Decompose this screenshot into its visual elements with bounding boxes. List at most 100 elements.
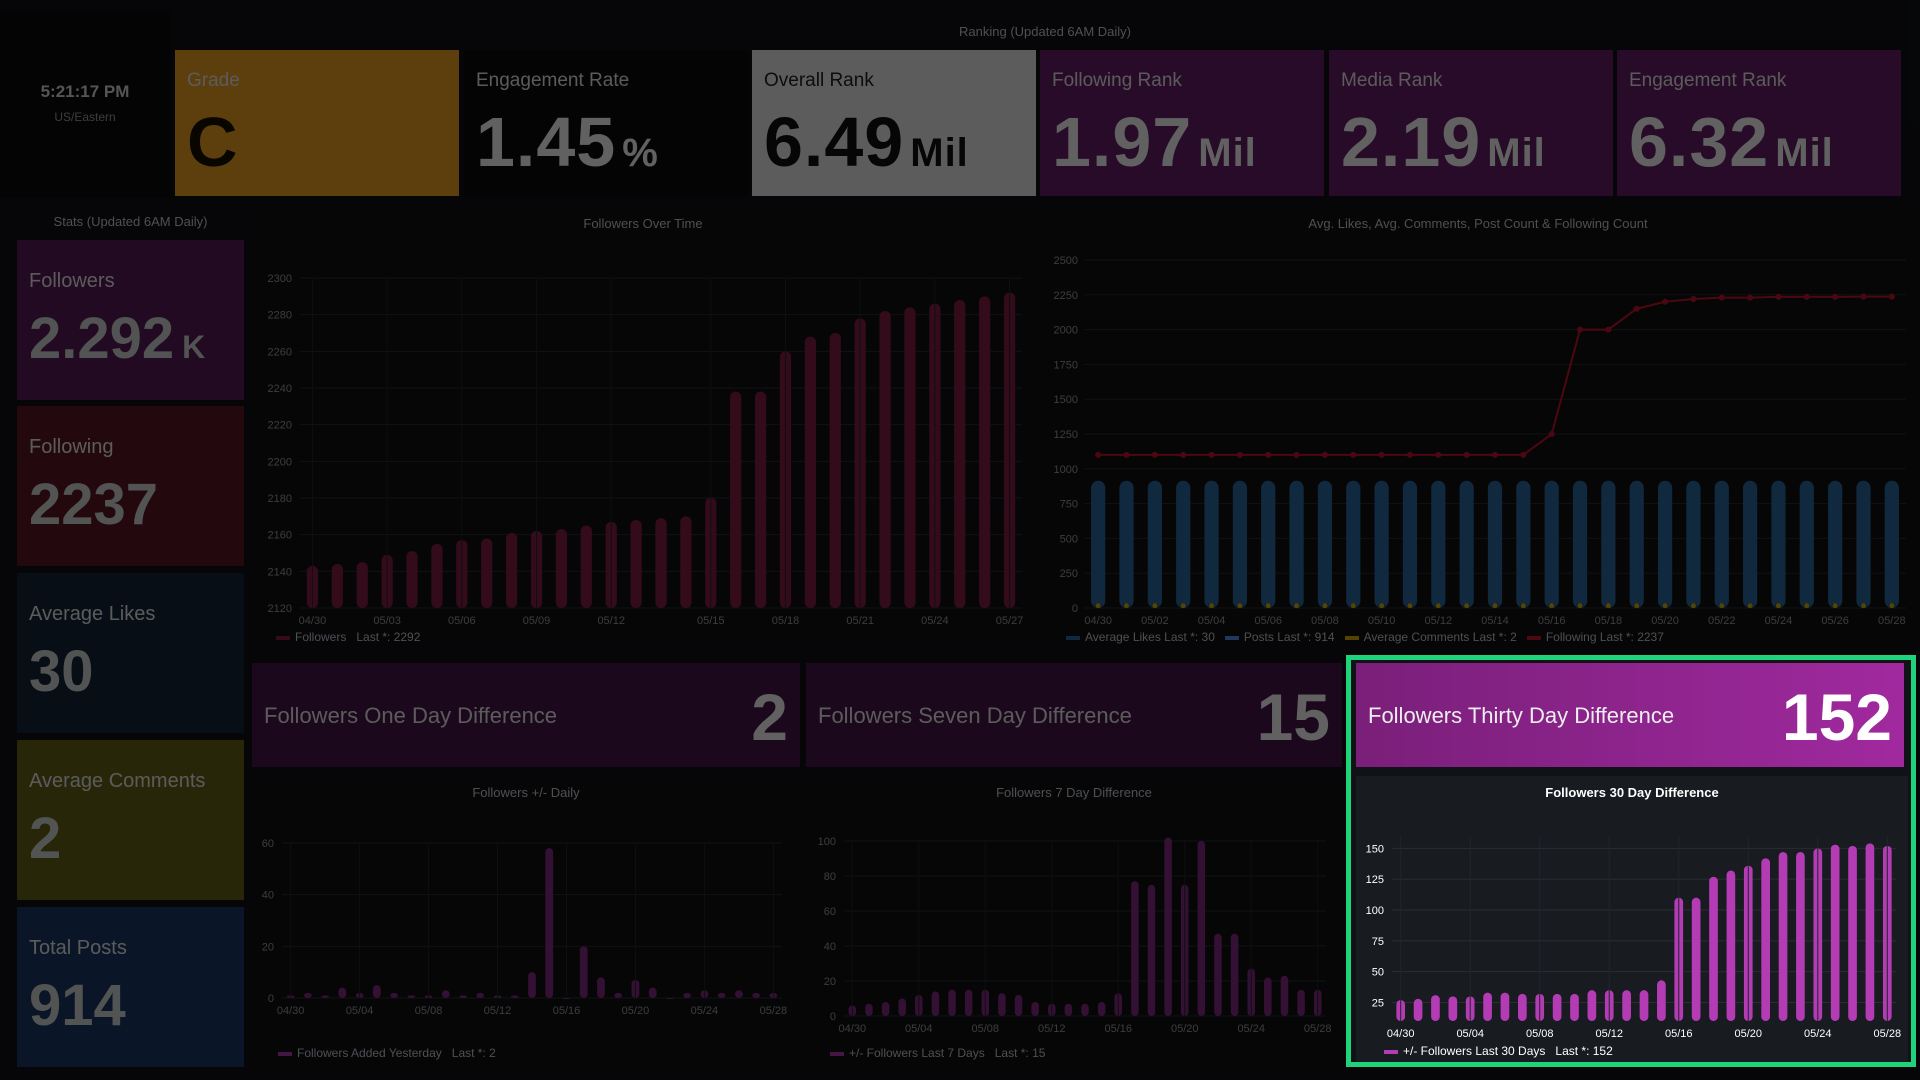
bar-posts <box>1204 480 1219 608</box>
rank-value: 2.19 Mil <box>1341 103 1546 181</box>
bar <box>752 992 761 998</box>
bar <box>1264 977 1272 1016</box>
point-avg-comments <box>1209 603 1215 609</box>
bar <box>898 998 906 1016</box>
bar <box>338 987 347 998</box>
y-tick-label: 2140 <box>268 566 292 578</box>
x-tick-label: 05/24 <box>921 615 949 627</box>
point-avg-comments <box>1124 603 1130 609</box>
point-avg-comments <box>1464 603 1470 609</box>
stats-title: Stats (Updated 6AM Daily) <box>53 214 208 229</box>
stat-value: 2.292 K <box>29 306 206 371</box>
stat-label: Average Likes <box>29 603 156 625</box>
x-tick-label: 05/08 <box>972 1023 1000 1035</box>
bar-posts <box>1828 480 1843 608</box>
y-tick-label: 40 <box>262 890 274 902</box>
rank-unit: % <box>622 131 659 175</box>
bar <box>510 995 519 998</box>
y-tick-label: 1750 <box>1054 359 1078 371</box>
followers-over-time-legend[interactable]: Followers Last *: 2292 <box>276 630 420 644</box>
x-tick-label: 04/30 <box>839 1023 867 1035</box>
point-following <box>1208 451 1215 458</box>
legend-avg-likes: Average Likes <box>1085 630 1161 644</box>
bar-posts <box>1629 480 1644 608</box>
ranking-title: Ranking (Updated 6AM Daily) <box>959 24 1131 39</box>
bar-posts <box>1176 480 1191 608</box>
bar <box>614 992 623 998</box>
point-following <box>1577 326 1584 333</box>
bar <box>717 992 726 998</box>
x-tick-label: 05/24 <box>1765 615 1793 627</box>
rank-unit: Mil <box>1487 131 1546 175</box>
y-tick-label: 2160 <box>268 530 292 542</box>
stat-label: Followers <box>29 270 115 292</box>
bar <box>356 562 368 608</box>
stat-tile-average-comments: Average Comments 2 <box>17 740 244 900</box>
x-tick-label: 05/28 <box>1878 615 1906 627</box>
point-following <box>1463 451 1470 458</box>
y-tick-label: 250 <box>1060 568 1078 580</box>
bar <box>1848 845 1857 1021</box>
y-tick-label: 0 <box>268 993 274 1005</box>
bar <box>1778 852 1788 1021</box>
bar <box>954 300 966 608</box>
stat-value: 914 <box>29 973 126 1038</box>
point-following <box>1378 451 1385 458</box>
followers-over-time-chart: 2120 2140 2160 2180 2200 2220 2240 2260 2280 2300… <box>268 273 1024 627</box>
bar <box>1587 990 1597 1021</box>
x-tick-label: 05/28 <box>760 1005 788 1017</box>
avg-likes-chart-legend[interactable]: Average Likes Last *: 30 Posts Last *: 9… <box>1066 630 1664 644</box>
bar <box>1131 881 1139 1016</box>
rank-unit: Mil <box>1198 131 1257 175</box>
followers-30day-legend[interactable]: +/- Followers Last 30 Days Last *: 152 <box>1384 1044 1613 1058</box>
bar <box>1518 993 1527 1021</box>
bar-posts <box>1686 480 1701 608</box>
x-tick-label: 05/22 <box>1708 615 1736 627</box>
point-following <box>1293 451 1300 458</box>
followers-30day-title: Followers 30 Day Difference <box>1545 785 1719 800</box>
bar-posts <box>1884 480 1899 608</box>
bar <box>390 992 398 998</box>
x-tick-label: 05/27 <box>996 615 1024 627</box>
x-tick-label: 05/21 <box>846 615 874 627</box>
bar <box>1097 1002 1106 1016</box>
stat-tile-followers: Followers 2.292 K <box>17 240 244 400</box>
bar <box>579 946 588 998</box>
bar <box>1657 980 1666 1021</box>
point-following <box>1548 431 1555 437</box>
bar-posts <box>1147 480 1162 608</box>
y-tick-label: 20 <box>824 976 836 988</box>
point-avg-comments <box>1435 603 1441 609</box>
point-avg-comments <box>1549 603 1555 609</box>
point-following <box>1321 451 1328 458</box>
y-tick-label: 150 <box>1366 843 1384 855</box>
bar-posts <box>1572 480 1588 608</box>
x-tick-label: 05/24 <box>1804 1028 1832 1040</box>
rank-tile-2: Overall Rank 6.49 Mil <box>752 50 1036 196</box>
legend-following: Following <box>1545 630 1597 644</box>
x-tick-label: 05/12 <box>1595 1028 1623 1040</box>
rank-unit: Mil <box>910 131 969 175</box>
diff-value: 2 <box>751 680 788 754</box>
bar <box>1297 989 1305 1016</box>
point-avg-comments <box>1350 603 1356 609</box>
y-tick-label: 2120 <box>268 603 292 615</box>
bar <box>1483 992 1492 1021</box>
bar <box>655 518 667 608</box>
bar <box>1164 837 1172 1016</box>
diff-label: Followers Thirty Day Difference <box>1368 703 1675 728</box>
followers-daily-legend[interactable]: Followers Added Yesterday Last *: 2 <box>278 1046 496 1060</box>
x-tick-label: 05/12 <box>484 1005 512 1017</box>
bar-posts <box>1856 480 1871 608</box>
diff-tile-2: Followers Thirty Day Difference 152 <box>1356 663 1904 767</box>
bar <box>1197 841 1206 1016</box>
bar <box>735 990 743 998</box>
diff-label: Followers Seven Day Difference <box>818 703 1132 728</box>
x-tick-label: 05/16 <box>1104 1023 1132 1035</box>
bar <box>804 336 816 608</box>
bar-posts <box>1743 480 1758 608</box>
x-tick-label: 05/12 <box>597 615 625 627</box>
point-following <box>1151 451 1158 458</box>
followers-7day-legend[interactable]: +/- Followers Last 7 Days Last *: 15 <box>830 1046 1045 1060</box>
bar <box>476 992 485 998</box>
